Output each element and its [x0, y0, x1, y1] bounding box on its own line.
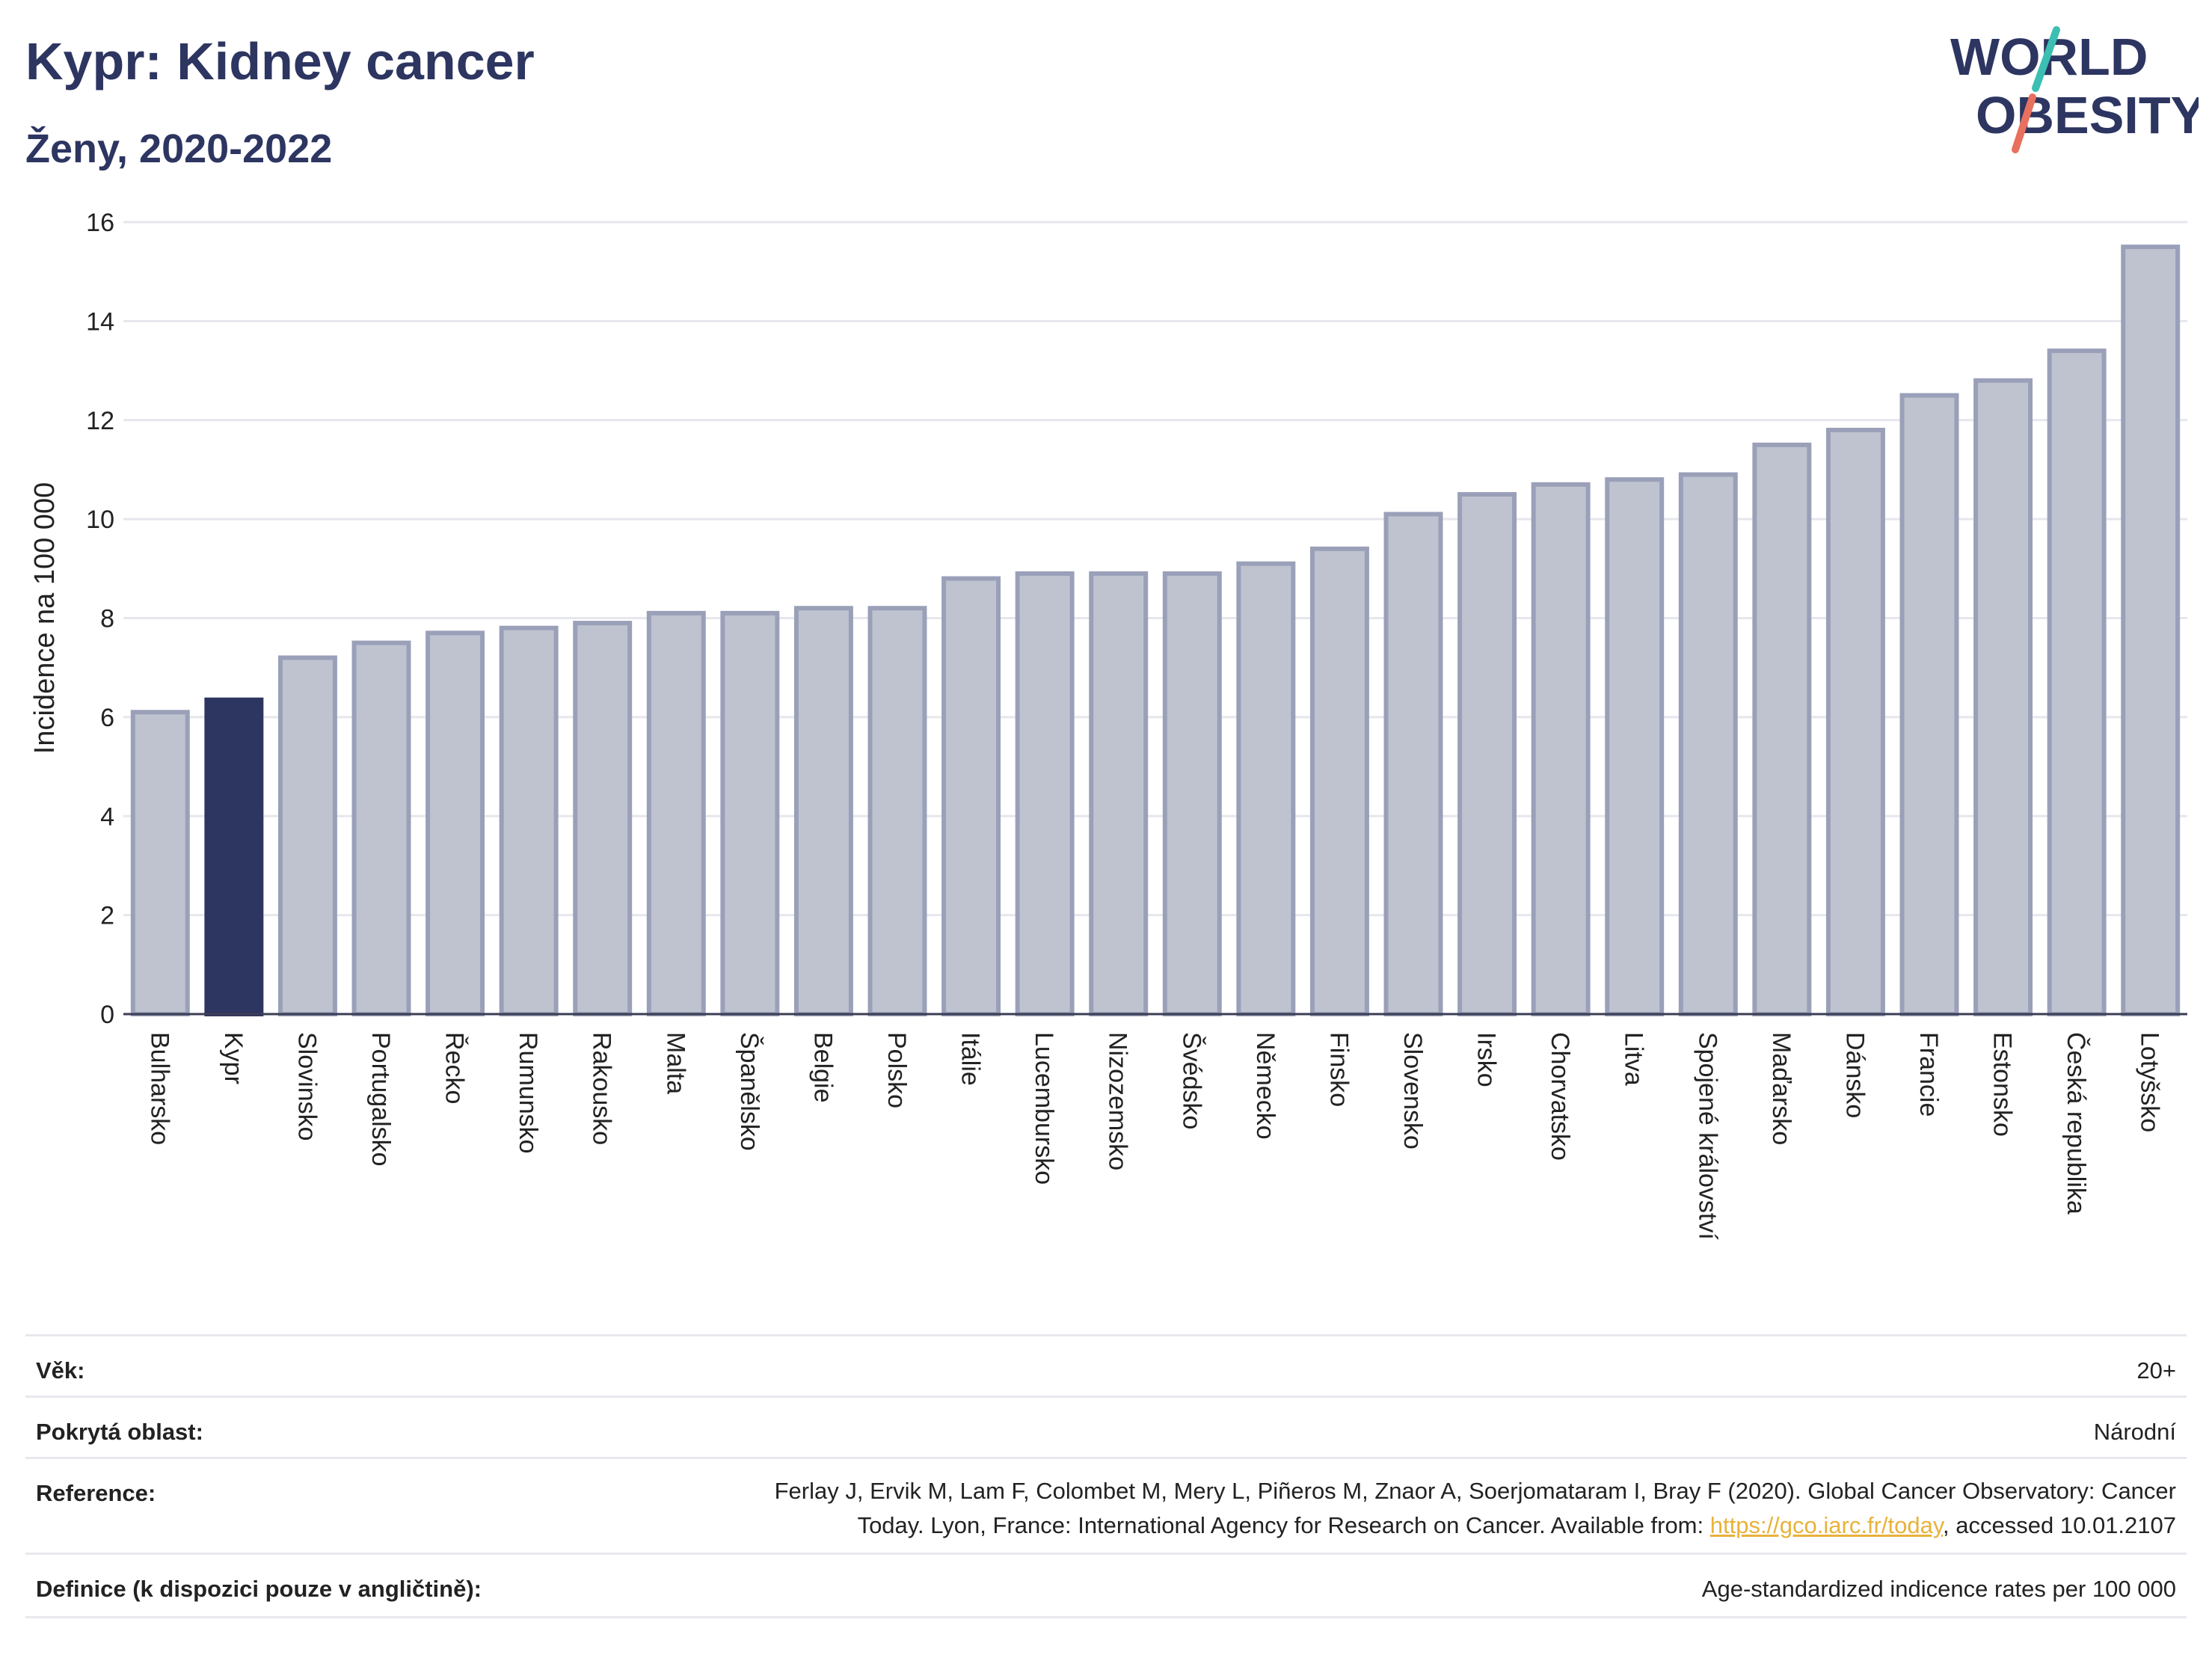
x-tick-label: Slovinsko — [292, 1032, 321, 1141]
bar — [1973, 378, 2033, 1016]
x-tick-label: Řecko — [440, 1032, 469, 1104]
y-tick-label: 2 — [100, 902, 114, 930]
x-tick-label: Rumunsko — [514, 1032, 542, 1154]
reference-line-1: Ferlay J, Ervik M, Lam F, Colombet M, Me… — [774, 1478, 2176, 1504]
bar — [573, 621, 633, 1016]
y-tick-label: 4 — [100, 802, 114, 831]
x-tick-label: Maďarsko — [1767, 1032, 1795, 1145]
x-tick-label: Lotyšsko — [2136, 1032, 2164, 1132]
bar — [1899, 393, 1959, 1016]
age-value: 20+ — [2136, 1357, 2176, 1384]
reference-text: Ferlay J, Ervik M, Lam F, Colombet M, Me… — [494, 1474, 2176, 1543]
bar — [499, 625, 559, 1016]
y-tick-label: 10 — [86, 506, 114, 534]
x-tick-label: Kypr — [219, 1032, 248, 1084]
x-tick-label: Estonsko — [1988, 1032, 2017, 1137]
reference-label: Reference: — [36, 1480, 156, 1506]
logo-line2: OBESITY — [1976, 86, 2199, 144]
bar — [941, 576, 1001, 1016]
x-tick-label: Itálie — [956, 1032, 985, 1086]
bar — [720, 610, 780, 1016]
bar — [425, 630, 485, 1016]
x-tick-label: Finsko — [1324, 1032, 1353, 1107]
bar — [1015, 571, 1075, 1016]
x-tick-label: Slovensko — [1398, 1032, 1427, 1149]
y-tick-label: 0 — [100, 1001, 114, 1029]
definition-value: Age-standardized indicence rates per 100… — [1701, 1576, 2176, 1602]
y-tick-label: 12 — [86, 407, 114, 435]
y-tick-label: 14 — [86, 307, 114, 336]
bar — [351, 640, 411, 1016]
bar — [1236, 561, 1296, 1016]
area-value: Národní — [2093, 1419, 2176, 1445]
meta-row-definition: Definice (k dispozici pouze v angličtině… — [25, 1553, 2187, 1618]
x-tick-label: Polsko — [882, 1032, 911, 1108]
bar — [1752, 442, 1812, 1016]
y-axis-label: Incidence na 100 000 — [29, 482, 61, 754]
x-tick-label: Spojené království — [1693, 1032, 1721, 1240]
bar — [1383, 512, 1443, 1016]
x-tick-label: Nizozemsko — [1104, 1032, 1132, 1170]
x-tick-label: Rakousko — [588, 1032, 616, 1145]
y-tick-label: 8 — [100, 605, 114, 633]
bar — [204, 697, 264, 1016]
bar — [1309, 546, 1369, 1016]
bar — [130, 710, 190, 1016]
bar — [1605, 477, 1665, 1016]
y-tick-label: 16 — [86, 209, 114, 237]
bar — [1457, 492, 1517, 1016]
bar — [1825, 427, 1885, 1016]
bar — [867, 606, 927, 1016]
page-title: Kypr: Kidney cancer — [25, 32, 535, 90]
bar — [277, 655, 337, 1016]
bar — [1089, 571, 1149, 1016]
x-tick-label: Česká republika — [2062, 1032, 2090, 1215]
x-tick-label: Belgie — [808, 1032, 837, 1103]
x-tick-label: Irsko — [1472, 1032, 1501, 1087]
meta-row-age: Věk: 20+ — [25, 1334, 2187, 1396]
bar-chart: 0 2 4 6 8 10 12 14 16 Incidence na 100 000 Bulhars… — [29, 209, 2187, 1240]
bar — [793, 606, 853, 1016]
x-tick-label: Chorvatsko — [1546, 1032, 1574, 1161]
bar — [1531, 482, 1591, 1016]
world-obesity-logo: WORLD OBESITY — [1950, 26, 2199, 153]
x-tick-label: Francie — [1914, 1032, 1943, 1117]
age-label: Věk: — [36, 1357, 85, 1384]
bar — [2121, 245, 2181, 1016]
meta-row-area: Pokrytá oblast: Národní — [25, 1395, 2187, 1458]
x-tick-label: Bulharsko — [145, 1032, 173, 1145]
x-tick-label: Litva — [1620, 1032, 1648, 1086]
x-tick-label: Švédsko — [1177, 1032, 1205, 1129]
x-tick-label: Dánsko — [1840, 1032, 1869, 1118]
definition-label: Definice (k dispozici pouze v angličtině… — [36, 1576, 482, 1602]
bar — [1162, 571, 1222, 1016]
x-tick-label: Lucembursko — [1030, 1032, 1058, 1185]
bar — [1678, 472, 1738, 1016]
y-tick-label: 6 — [100, 704, 114, 732]
reference-link[interactable]: https://gco.iarc.fr/today — [1709, 1512, 1944, 1538]
x-tick-label: Německo — [1251, 1032, 1279, 1140]
bar — [646, 610, 706, 1016]
bar — [2047, 348, 2107, 1016]
x-tick-label: Portugalsko — [366, 1032, 395, 1167]
reference-line-2-tail: , accessed 10.01.2107 — [1943, 1512, 2176, 1538]
x-tick-label: Malta — [661, 1032, 689, 1094]
reference-line-2: Today. Lyon, France: International Agenc… — [494, 1508, 2176, 1543]
x-tick-label: Španělsko — [735, 1032, 764, 1151]
reference-line-2-text: Today. Lyon, France: International Agenc… — [857, 1512, 1710, 1538]
page-subtitle: Ženy, 2020-2022 — [25, 126, 333, 171]
meta-row-reference: Reference: Ferlay J, Ervik M, Lam F, Col… — [25, 1457, 2187, 1553]
area-label: Pokrytá oblast: — [36, 1419, 203, 1445]
